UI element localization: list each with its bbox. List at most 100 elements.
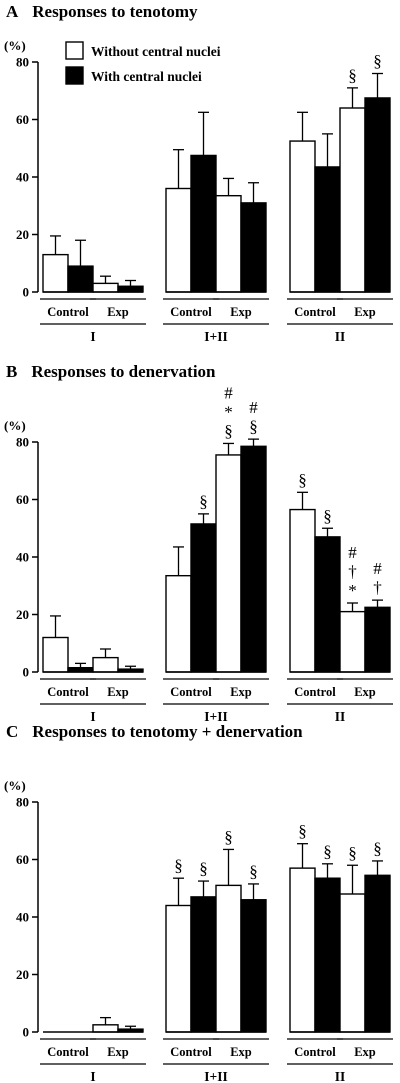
bar	[215, 194, 242, 293]
y-tick-label: 0	[23, 1025, 30, 1040]
y-unit-label: (%)	[4, 418, 26, 433]
bar	[165, 574, 192, 673]
significance-mark: §	[298, 822, 307, 841]
y-tick-label: 40	[16, 170, 29, 185]
legend-label: Without central nuclei	[91, 44, 221, 59]
significance-mark: §	[373, 839, 382, 858]
significance-mark: §	[224, 421, 233, 440]
bar	[92, 282, 119, 293]
panel-c: C Responses to tenotomy + denervation (%) 0…	[4, 722, 393, 1083]
significance-mark: †	[348, 562, 357, 581]
y-tick-label: 20	[16, 607, 29, 622]
bar	[165, 187, 192, 293]
y-tick-label: 60	[16, 852, 29, 867]
legend: Without central nuclei With central nucle…	[65, 41, 221, 85]
panel-title-text: Responses to tenotomy + denervation	[32, 722, 303, 741]
panel-letter: A	[6, 2, 19, 21]
panel-b: B Responses to denervation (%) 0 20 40 60 80 Con…	[4, 362, 393, 724]
bar	[314, 536, 341, 673]
legend-swatch	[65, 66, 84, 85]
y-tick-label: 20	[16, 227, 29, 242]
bar	[339, 893, 366, 1033]
panel-a: A Responses to tenotomy (%) 0 20 40 60 80 Contro…	[4, 2, 393, 344]
significance-mark: §	[249, 417, 258, 436]
bar	[339, 107, 366, 293]
bar	[92, 656, 119, 673]
significance-mark: #	[373, 559, 382, 578]
group-label: I	[90, 1069, 95, 1083]
bar	[289, 140, 316, 293]
group-label: II	[335, 709, 346, 724]
significance-mark: §	[348, 66, 357, 85]
bar	[240, 202, 267, 293]
legend-label: With central nuclei	[91, 69, 202, 84]
bar	[190, 896, 217, 1033]
subgroup-label: Control	[170, 305, 212, 319]
y-unit-label: (%)	[4, 38, 26, 53]
significance-mark: *	[348, 581, 357, 600]
panel-title-text: Responses to denervation	[31, 362, 216, 381]
significance-mark: †	[373, 578, 382, 597]
bar	[215, 454, 242, 673]
bar	[289, 867, 316, 1033]
group-label: I	[90, 329, 95, 344]
y-tick-label: 20	[16, 967, 29, 982]
bar	[92, 1024, 119, 1033]
group-label: I	[90, 709, 95, 724]
bar	[42, 253, 69, 293]
bar	[240, 899, 267, 1033]
panel-title: B Responses to denervation	[6, 362, 216, 381]
subgroup-label: Control	[294, 1045, 336, 1059]
panel-letter: B	[6, 362, 17, 381]
significance-mark: *	[224, 402, 233, 421]
subgroup-label: Exp	[107, 1045, 129, 1059]
y-tick-label: 60	[16, 492, 29, 507]
bar	[215, 884, 242, 1033]
bar	[190, 154, 217, 293]
subgroup-label: Exp	[107, 305, 129, 319]
panel-letter: C	[6, 722, 18, 741]
y-tick-label: 80	[16, 435, 29, 450]
y-tick-label: 40	[16, 550, 29, 565]
subgroup-label: Exp	[230, 1045, 252, 1059]
significance-mark: #	[224, 383, 233, 402]
bar	[339, 610, 366, 673]
subgroup-label: Exp	[354, 1045, 376, 1059]
significance-mark: §	[323, 506, 332, 525]
significance-mark: §	[174, 856, 183, 875]
subgroup-label: Control	[47, 685, 89, 699]
bar	[42, 636, 69, 673]
bar	[364, 97, 391, 293]
y-tick-label: 80	[16, 795, 29, 810]
significance-mark: §	[199, 859, 208, 878]
significance-mark: §	[323, 842, 332, 861]
significance-mark: §	[224, 827, 233, 846]
subgroup-label: Control	[47, 1045, 89, 1059]
panel-title-text: Responses to tenotomy	[32, 2, 198, 21]
y-tick-label: 0	[23, 285, 30, 300]
subgroup-label: Control	[294, 305, 336, 319]
subgroup-label: Exp	[230, 305, 252, 319]
subgroup-label: Exp	[354, 685, 376, 699]
group-label: II	[335, 329, 346, 344]
bar	[314, 166, 341, 293]
y-unit-label: (%)	[4, 778, 26, 793]
panel-title: A Responses to tenotomy	[6, 2, 198, 21]
y-tick-label: 40	[16, 910, 29, 925]
subgroup-label: Exp	[107, 685, 129, 699]
group-label: I+II	[204, 1069, 227, 1083]
group-label: I+II	[204, 709, 227, 724]
bar	[117, 285, 144, 293]
significance-mark: §	[249, 862, 258, 881]
significance-mark: #	[249, 398, 258, 417]
significance-mark: §	[199, 492, 208, 511]
subgroup-label: Control	[47, 305, 89, 319]
bar	[364, 606, 391, 673]
group-label: II	[335, 1069, 346, 1083]
significance-mark: §	[348, 843, 357, 862]
panel-title: C Responses to tenotomy + denervation	[6, 722, 303, 741]
legend-swatch	[65, 41, 84, 60]
subgroup-label: Control	[294, 685, 336, 699]
bar	[364, 874, 391, 1033]
